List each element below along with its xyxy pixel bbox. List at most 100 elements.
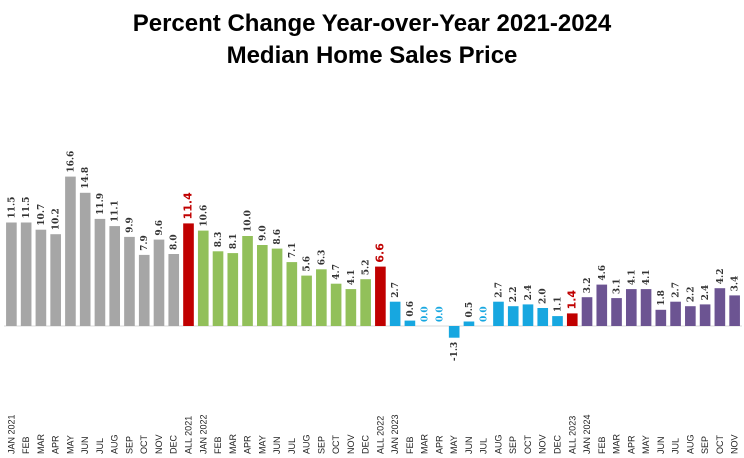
x-tick-label-49: NOV: [730, 434, 740, 454]
bar-46: [685, 306, 696, 326]
x-tick-label-29: APR: [434, 435, 444, 454]
value-label-40: 4.6: [598, 265, 608, 281]
value-label-26: 2.7: [391, 282, 401, 298]
bar-5: [79, 192, 91, 326]
x-tick-label-31: JUN: [464, 437, 474, 455]
bar-17: [256, 245, 268, 326]
bar-38: [566, 313, 578, 326]
bar-10: [153, 239, 165, 326]
value-label-4: 16.6: [66, 151, 76, 173]
value-label-0: 11.5: [7, 197, 17, 219]
x-tick-label-42: APR: [626, 435, 636, 454]
value-label-41: 3.1: [613, 278, 623, 294]
value-label-23: 4.1: [347, 269, 357, 285]
x-tick-label-14: FEB: [213, 436, 223, 454]
x-tick-label-47: SEP: [700, 436, 710, 454]
value-label-15: 8.1: [229, 233, 239, 249]
value-label-36: 2.0: [539, 288, 549, 304]
x-tick-label-23: NOV: [346, 434, 356, 454]
value-label-13: 10.6: [199, 205, 209, 227]
bar-12: [183, 223, 194, 326]
bar-25: [375, 266, 386, 326]
bar-41: [611, 298, 622, 326]
bar-0: [6, 222, 17, 326]
bar-7: [109, 226, 121, 326]
value-label-3: 10.2: [52, 208, 62, 230]
bar-42: [625, 289, 637, 326]
x-tick-label-16: APR: [243, 435, 253, 454]
bar-8: [124, 236, 135, 326]
bar-24: [360, 279, 371, 326]
bar-44: [655, 309, 667, 326]
x-tick-label-17: MAY: [257, 435, 267, 454]
value-label-5: 14.8: [81, 167, 91, 189]
bar-14: [212, 251, 224, 326]
bar-1: [20, 222, 32, 326]
x-tick-label-26: JAN 2023: [390, 414, 400, 454]
value-label-42: 4.1: [627, 269, 637, 285]
x-tick-label-12: ALL 2021: [184, 416, 194, 454]
x-tick-label-32: JUL: [479, 438, 489, 454]
value-label-7: 11.1: [111, 200, 121, 222]
bar-4: [65, 176, 76, 326]
x-tick-label-27: FEB: [405, 436, 415, 454]
value-label-17: 9.0: [258, 225, 268, 241]
x-tick-label-1: FEB: [21, 436, 31, 454]
x-tick-label-7: AUG: [110, 434, 120, 454]
bar-40: [596, 284, 608, 326]
bar-15: [227, 253, 239, 326]
bar-39: [581, 297, 593, 326]
x-tick-label-41: MAR: [612, 434, 622, 455]
bar-26: [389, 301, 401, 326]
value-label-33: 2.7: [494, 282, 504, 298]
x-tick-label-0: JAN 2021: [6, 414, 16, 454]
bar-21: [316, 269, 327, 326]
bar-16: [242, 236, 253, 326]
value-label-9: 7.9: [140, 235, 150, 251]
x-tick-label-18: JUN: [272, 437, 282, 455]
x-tick-label-37: DEC: [553, 434, 563, 454]
bar-3: [50, 234, 61, 326]
bar-34: [507, 306, 519, 326]
value-label-12: 11.4: [182, 192, 195, 219]
x-tick-label-48: OCT: [715, 435, 725, 455]
bar-20: [301, 275, 312, 326]
value-label-1: 11.5: [22, 197, 32, 219]
bar-47: [699, 304, 711, 326]
x-tick-label-21: SEP: [316, 436, 326, 454]
value-label-2: 10.7: [37, 204, 47, 226]
value-label-31: 0.5: [465, 302, 475, 318]
bar-27: [404, 320, 416, 326]
value-label-24: 5.2: [362, 260, 372, 276]
value-label-49: 3.4: [731, 276, 741, 292]
bar-22: [330, 283, 342, 326]
value-label-20: 5.6: [303, 256, 313, 272]
value-label-28: 0.0: [421, 306, 431, 322]
x-tick-label-33: AUG: [493, 434, 503, 454]
value-label-30: -1.3: [450, 342, 460, 361]
x-tick-label-24: DEC: [361, 434, 371, 454]
value-label-21: 6.3: [317, 250, 327, 266]
x-tick-label-9: OCT: [139, 435, 149, 455]
value-label-8: 9.9: [125, 217, 135, 233]
value-label-32: 0.0: [480, 306, 490, 322]
x-tick-label-36: NOV: [538, 434, 548, 454]
value-label-10: 9.6: [155, 220, 165, 236]
bar-6: [94, 218, 106, 326]
bar-11: [168, 254, 180, 326]
value-label-19: 7.1: [288, 242, 298, 258]
bar-48: [714, 288, 726, 326]
x-tick-label-13: JAN 2022: [198, 414, 208, 454]
x-tick-label-28: MAR: [420, 434, 430, 455]
x-tick-label-35: OCT: [523, 435, 533, 455]
x-tick-label-10: NOV: [154, 434, 164, 454]
x-tick-label-8: SEP: [124, 436, 134, 454]
value-label-16: 10.0: [244, 210, 254, 232]
bar-18: [271, 248, 283, 326]
x-tick-label-5: JUN: [80, 437, 90, 455]
bar-9: [138, 254, 150, 326]
x-tick-label-11: DEC: [169, 434, 179, 454]
value-label-29: 0.0: [435, 306, 445, 322]
